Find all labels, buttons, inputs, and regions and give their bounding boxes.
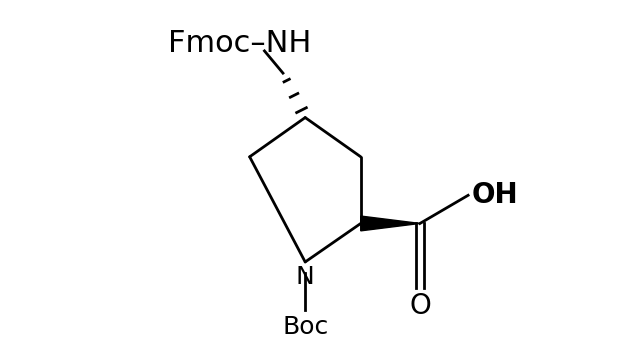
Text: OH: OH xyxy=(472,181,518,209)
Text: Fmoc–NH: Fmoc–NH xyxy=(168,29,312,58)
Text: Boc: Boc xyxy=(282,314,328,339)
Polygon shape xyxy=(361,216,420,231)
Text: O: O xyxy=(409,292,431,319)
Text: N: N xyxy=(296,265,315,289)
